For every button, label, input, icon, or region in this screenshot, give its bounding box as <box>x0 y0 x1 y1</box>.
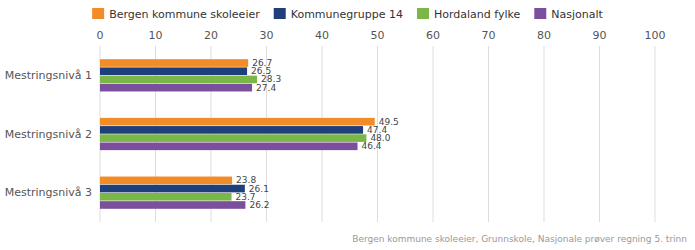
bar <box>100 193 232 201</box>
legend-label: Bergen kommune skoleeier <box>109 8 260 21</box>
chart: 0 10 20 30 40 50 60 70 80 90 100 Mestringsnivå 1 Mes… <box>0 0 695 250</box>
legend: Bergen kommune skoleeier Kommunegruppe 14… <box>92 8 603 21</box>
y-tick-label: Mestringsnivå 3 <box>5 186 92 199</box>
x-tick-label: 80 <box>537 29 551 42</box>
grid-line <box>599 46 600 222</box>
legend-label: Hordaland fylke <box>434 8 521 21</box>
bar <box>100 177 232 185</box>
bar <box>100 134 366 142</box>
bar <box>100 126 363 134</box>
legend-swatch <box>417 8 429 19</box>
legend-label: Kommunegruppe 14 <box>291 8 403 21</box>
y-tick-label: Mestringsnivå 1 <box>5 69 92 82</box>
x-tick-label: 100 <box>645 29 666 42</box>
bar <box>100 84 252 92</box>
data-label: 46.4 <box>362 141 382 151</box>
x-tick-label: 60 <box>426 29 440 42</box>
bars <box>100 59 375 209</box>
x-tick-label: 10 <box>149 29 163 42</box>
data-label: 27.4 <box>256 83 276 93</box>
x-tick-label: 20 <box>204 29 218 42</box>
legend-swatch <box>534 8 546 19</box>
x-tick-label: 0 <box>97 29 104 42</box>
bar <box>100 185 245 193</box>
bar <box>100 118 375 126</box>
grid-line <box>488 46 489 222</box>
legend-label: Nasjonalt <box>551 8 603 21</box>
grid-line <box>544 46 545 222</box>
x-tick-label: 70 <box>482 29 496 42</box>
bar <box>100 143 358 151</box>
bar <box>100 67 247 75</box>
grid-line <box>433 46 434 222</box>
bar <box>100 201 245 209</box>
legend-swatch <box>274 8 286 19</box>
x-tick-label: 30 <box>260 29 274 42</box>
data-label: 26.2 <box>249 200 269 210</box>
footnote: Bergen kommune skoleeier, Grunnskole, Na… <box>352 234 687 244</box>
x-tick-label: 50 <box>371 29 385 42</box>
data-labels: 26.749.523.826.547.426.128.348.023.727.4… <box>236 58 399 210</box>
x-tick-label: 40 <box>315 29 329 42</box>
bar <box>100 59 248 67</box>
x-tick-label: 90 <box>593 29 607 42</box>
legend-swatch <box>92 8 104 19</box>
grid-line <box>655 46 656 222</box>
y-tick-label: Mestringsnivå 2 <box>5 128 92 141</box>
grid-line <box>322 46 323 222</box>
grid <box>100 46 655 222</box>
bar <box>100 76 257 84</box>
